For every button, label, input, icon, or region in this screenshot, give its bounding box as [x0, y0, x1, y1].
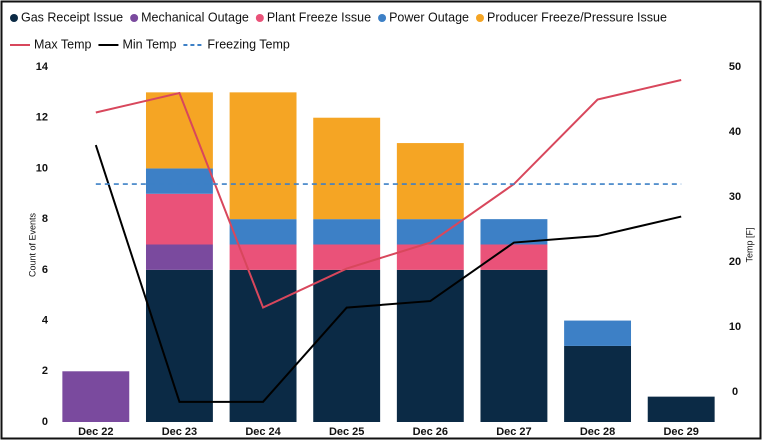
- legend-label: Power Outage: [389, 10, 469, 24]
- bar-segment: [145, 168, 213, 194]
- x-tick-label: Dec 26: [413, 426, 448, 438]
- x-tick-label: Dec 25: [329, 426, 364, 438]
- x-tick-label: Dec 27: [496, 426, 531, 438]
- y-tick-label: 6: [42, 264, 48, 276]
- bar-segment: [396, 269, 464, 422]
- x-tick-label: Dec 29: [663, 426, 698, 438]
- legend-swatch: [255, 14, 264, 22]
- y2-tick-label: 10: [729, 321, 741, 333]
- y-tick-label: 12: [36, 112, 48, 124]
- y-tick-label: 2: [42, 365, 48, 377]
- bar-segment: [396, 219, 464, 245]
- y-tick-label: 0: [42, 416, 48, 428]
- y2-tick-label: 50: [729, 61, 741, 73]
- legend-label: Producer Freeze/Pressure Issue: [487, 10, 667, 24]
- bar-segment: [647, 396, 715, 422]
- bar-segment: [145, 244, 213, 270]
- line-series: [95, 79, 682, 309]
- bar-segment: [313, 244, 381, 270]
- legend-swatch: [378, 14, 387, 22]
- y2-tick-label: 0: [732, 386, 738, 398]
- y-tick-label: 14: [36, 61, 49, 73]
- bar-segment: [396, 244, 464, 270]
- bar-segment: [229, 219, 297, 245]
- bar-segment: [480, 269, 548, 422]
- legend-label: Min Temp: [122, 37, 176, 51]
- y2-axis-label: Temp [F]: [744, 227, 754, 262]
- x-tick-label: Dec 22: [78, 426, 113, 438]
- y-axis-label: Count of Events: [27, 212, 37, 277]
- y-tick-label: 10: [36, 162, 48, 174]
- bar-segment: [313, 117, 381, 220]
- y2-tick-label: 40: [729, 126, 741, 138]
- bar-segment: [145, 92, 213, 169]
- bar-segment: [62, 371, 130, 422]
- line-series: [94, 144, 682, 403]
- bar-segment: [396, 143, 464, 220]
- legend-label: Gas Receipt Issue: [21, 10, 123, 24]
- x-tick-label: Dec 28: [580, 426, 615, 438]
- bar-segment: [229, 269, 297, 422]
- y-tick-label: 8: [42, 213, 48, 225]
- bar-segment: [229, 92, 297, 220]
- legend-label: Max Temp: [34, 37, 91, 51]
- legend-label: Mechanical Outage: [141, 10, 249, 24]
- bar-segment: [145, 269, 213, 422]
- legend-label: Plant Freeze Issue: [267, 10, 371, 24]
- legend-swatch: [130, 14, 139, 22]
- legend-swatch: [475, 14, 484, 22]
- bar-segment: [480, 244, 548, 270]
- bar-segment: [313, 269, 381, 422]
- bar-segment: [145, 193, 213, 245]
- bar-segment: [313, 219, 381, 245]
- y-tick-label: 4: [42, 314, 49, 326]
- x-tick-label: Dec 24: [245, 426, 281, 438]
- y2-tick-label: 20: [729, 256, 741, 268]
- x-tick-label: Dec 23: [162, 426, 197, 438]
- y2-tick-label: 30: [729, 191, 741, 203]
- bar-segment: [564, 345, 632, 422]
- legend-swatch: [10, 14, 18, 22]
- legend-label: Freezing Temp: [207, 37, 289, 51]
- bar-segment: [564, 320, 632, 346]
